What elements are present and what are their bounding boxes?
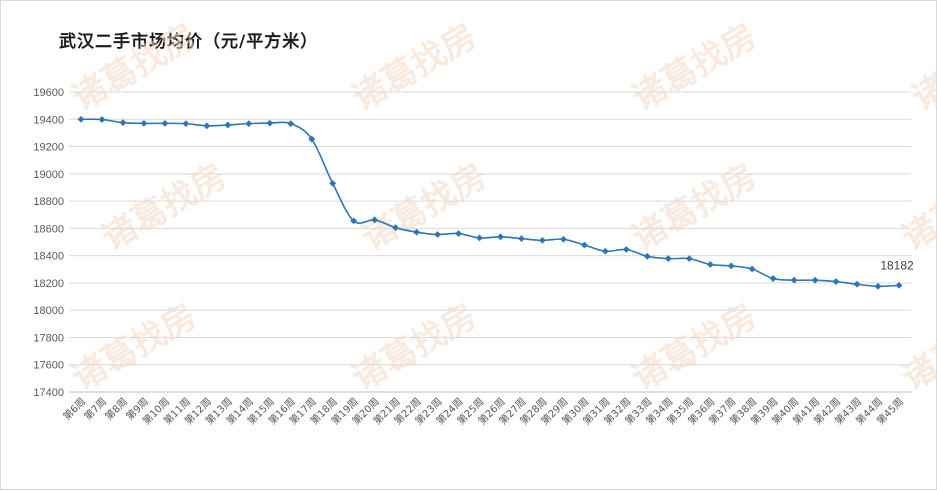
y-tick-label: 17400: [33, 387, 64, 399]
watermark-text: 诸葛找房: [626, 296, 764, 399]
watermark-layer: 诸葛找房诸葛找房诸葛找房诸葛找房诸葛找房诸葛找房诸葛找房诸葛找房诸葛找房诸葛找房…: [66, 16, 937, 399]
data-point: [833, 278, 840, 285]
y-tick-label: 17600: [33, 360, 64, 372]
data-point: [854, 281, 861, 288]
x-tick-label: 第8周: [102, 395, 130, 423]
data-point: [266, 120, 273, 127]
data-point: [161, 120, 168, 127]
data-point: [434, 231, 441, 238]
data-point: [120, 119, 127, 126]
y-tick-label: 18400: [33, 251, 64, 263]
data-point: [665, 255, 672, 262]
y-tick-label: 19600: [33, 87, 64, 99]
y-tick-label: 17800: [33, 332, 64, 344]
watermark-text: 诸葛找房: [96, 156, 234, 259]
data-point: [602, 248, 609, 255]
y-tick-label: 19000: [33, 169, 64, 181]
watermark-text: 诸葛找房: [346, 16, 484, 119]
data-point: [728, 262, 735, 269]
watermark-text: 诸葛找房: [346, 296, 484, 399]
y-tick-label: 18000: [33, 305, 64, 317]
watermark-text: 诸葛找房: [906, 16, 937, 119]
data-point: [560, 236, 567, 243]
y-axis: 17400 17600 17800 18000 18200 18400 18600 18800…: [33, 87, 64, 399]
data-label-layer: 18182: [880, 258, 914, 272]
data-point: [539, 237, 546, 244]
y-tick-label: 19200: [33, 142, 64, 154]
watermark-text: 诸葛找房: [626, 16, 764, 119]
x-axis: 第6周第7周第8周第9周第10周第11周第12周第13周第14周第15周第16周…: [60, 395, 906, 427]
data-point: [623, 246, 630, 253]
data-point: [518, 235, 525, 242]
watermark-text: 诸葛找房: [896, 156, 937, 259]
data-point: [182, 120, 189, 127]
y-tick-label: 19400: [33, 114, 64, 126]
data-point: [329, 180, 336, 187]
data-point: [581, 242, 588, 249]
gridlines: [69, 92, 911, 392]
watermark-text: 诸葛找房: [896, 296, 937, 399]
data-point: [749, 266, 756, 273]
data-point: [455, 230, 462, 237]
data-point: [770, 275, 777, 282]
data-point: [497, 233, 504, 240]
watermark-text: 诸葛找房: [66, 16, 204, 119]
data-point: [99, 116, 106, 123]
y-tick-label: 18600: [33, 223, 64, 235]
x-tick-label: 第6周: [60, 395, 88, 423]
y-tick-label: 18200: [33, 278, 64, 290]
watermark-text: 诸葛找房: [626, 156, 764, 259]
data-point: [476, 235, 483, 242]
x-tick-label: 第7周: [81, 395, 109, 423]
data-point: [224, 122, 231, 129]
data-point: [245, 120, 252, 127]
data-point: [686, 255, 693, 262]
data-point: [287, 120, 294, 127]
data-point: [707, 261, 714, 268]
data-label: 18182: [880, 258, 914, 272]
data-point: [141, 120, 148, 127]
data-point: [203, 122, 210, 129]
watermark-text: 诸葛找房: [66, 296, 204, 399]
data-point: [875, 283, 882, 290]
y-tick-label: 18800: [33, 196, 64, 208]
watermark-text: 诸葛找房: [356, 156, 494, 259]
